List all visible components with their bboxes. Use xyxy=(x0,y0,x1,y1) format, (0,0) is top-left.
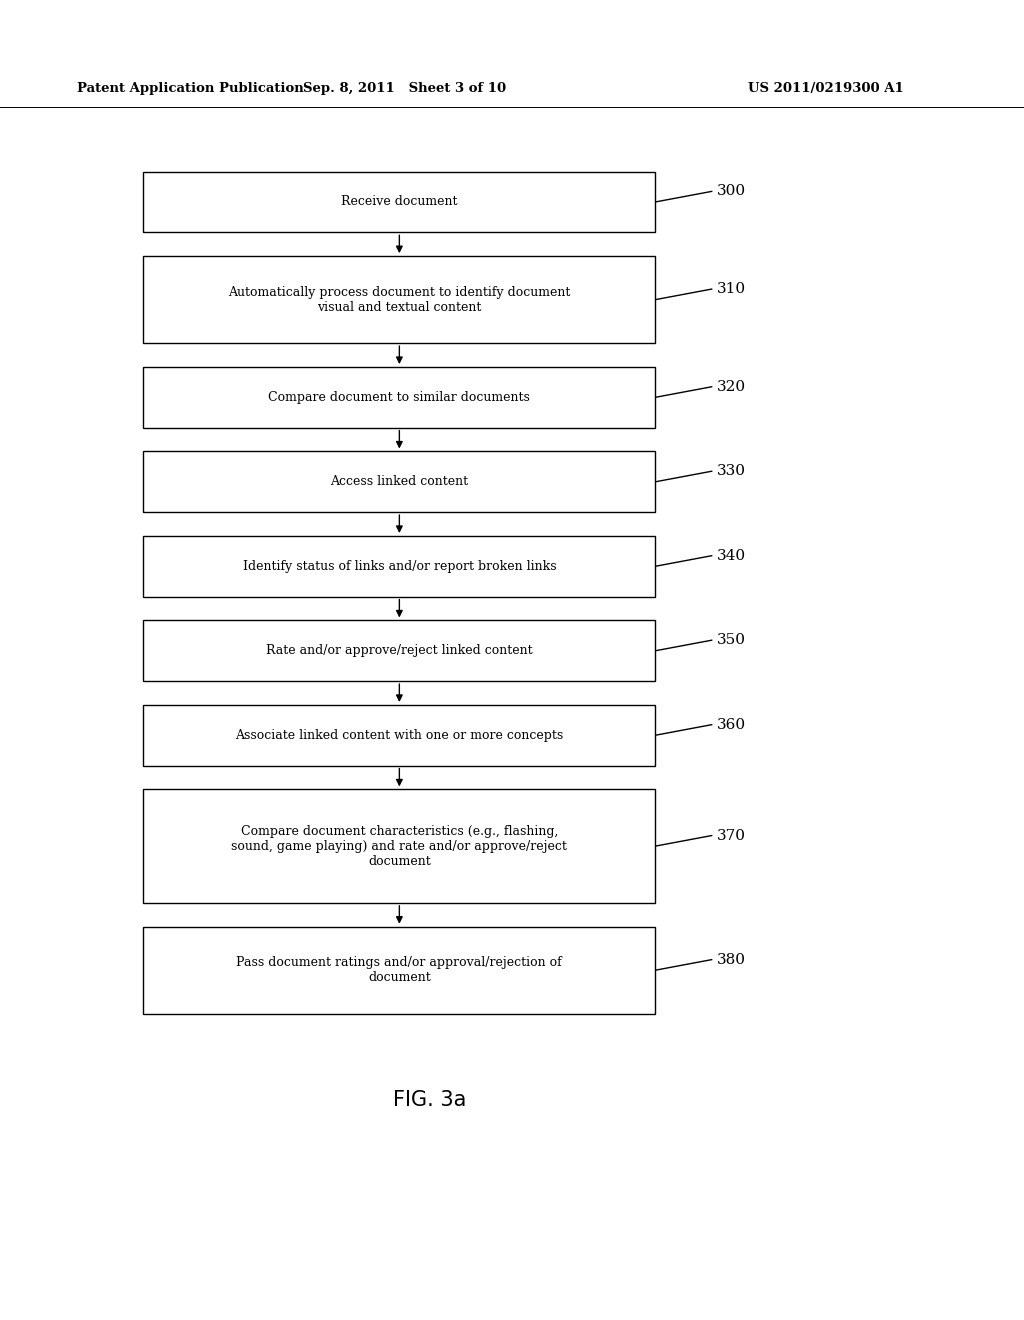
Bar xyxy=(143,927,655,1014)
Text: Patent Application Publication: Patent Application Publication xyxy=(77,82,303,95)
Text: 360: 360 xyxy=(717,718,745,731)
Text: 320: 320 xyxy=(717,380,745,393)
Text: Sep. 8, 2011   Sheet 3 of 10: Sep. 8, 2011 Sheet 3 of 10 xyxy=(303,82,506,95)
Text: Associate linked content with one or more concepts: Associate linked content with one or mor… xyxy=(236,729,563,742)
Text: 350: 350 xyxy=(717,634,745,647)
Text: Receive document: Receive document xyxy=(341,195,458,209)
Text: 300: 300 xyxy=(717,185,745,198)
Bar xyxy=(143,172,655,232)
Text: Compare document characteristics (e.g., flashing,
sound, game playing) and rate : Compare document characteristics (e.g., … xyxy=(231,825,567,867)
Text: 340: 340 xyxy=(717,549,745,562)
Bar xyxy=(143,367,655,428)
Text: US 2011/0219300 A1: US 2011/0219300 A1 xyxy=(748,82,903,95)
Text: 380: 380 xyxy=(717,953,745,966)
Bar xyxy=(143,620,655,681)
Bar xyxy=(143,789,655,903)
Bar xyxy=(143,536,655,597)
Bar xyxy=(143,256,655,343)
Text: FIG. 3a: FIG. 3a xyxy=(393,1089,467,1110)
Text: Access linked content: Access linked content xyxy=(331,475,468,488)
Text: Rate and/or approve/reject linked content: Rate and/or approve/reject linked conten… xyxy=(266,644,532,657)
Text: 330: 330 xyxy=(717,465,745,478)
Text: 370: 370 xyxy=(717,829,745,842)
Text: Pass document ratings and/or approval/rejection of
document: Pass document ratings and/or approval/re… xyxy=(237,956,562,985)
Text: Compare document to similar documents: Compare document to similar documents xyxy=(268,391,530,404)
Bar xyxy=(143,705,655,766)
Text: Identify status of links and/or report broken links: Identify status of links and/or report b… xyxy=(243,560,556,573)
Text: 310: 310 xyxy=(717,282,745,296)
Bar xyxy=(143,451,655,512)
Text: Automatically process document to identify document
visual and textual content: Automatically process document to identi… xyxy=(228,285,570,314)
